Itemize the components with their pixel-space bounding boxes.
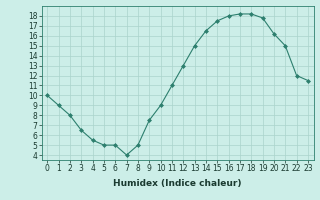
X-axis label: Humidex (Indice chaleur): Humidex (Indice chaleur) [113,179,242,188]
